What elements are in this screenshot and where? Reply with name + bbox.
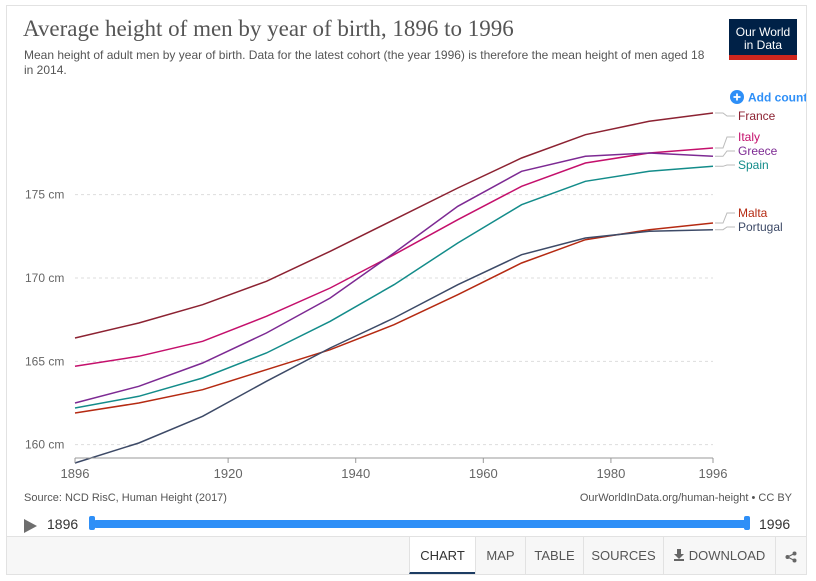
label-connector [715,136,735,149]
tab-sources[interactable]: SOURCES [583,537,663,574]
y-tick-label: 165 cm [25,354,64,368]
timeline-start-year: 1896 [47,516,79,532]
x-tick-label: 1940 [341,466,370,481]
axes: 160 cm 165 cm 170 cm 175 cm 1896 1920 1940 1960… [25,188,727,481]
download-icon [673,549,684,561]
timeline-end-handle[interactable] [744,516,750,530]
series-label-portugal[interactable]: Portugal [738,220,783,234]
series-label-france[interactable]: France [738,109,776,123]
series-line-france[interactable] [74,112,714,339]
credit-note[interactable]: OurWorldInData.org/human-height • CC BY [579,492,792,504]
x-tick-label: 1996 [699,466,728,481]
y-tick-label: 170 cm [25,271,64,285]
logo-line-2: in Data [743,38,783,52]
tab-map-label: MAP [486,548,515,563]
logo-line-1: Our World [735,25,791,39]
y-tick-label: 175 cm [25,188,64,202]
share-icon [785,551,797,563]
timeline: 1896 1996 [7,514,806,536]
tab-sources-label: SOURCES [591,548,656,563]
tab-chart-label: CHART [420,548,465,563]
chart-subtitle: Mean height of adult men by year of birt… [24,48,705,77]
label-connector [715,112,735,117]
tab-bar: CHART MAP TABLE SOURCES DOWNLOAD [7,536,806,574]
add-country-button[interactable]: Add country [730,90,806,105]
grid [75,194,713,446]
series-lines [74,112,714,464]
logo-bar [729,55,797,60]
play-icon[interactable] [24,519,37,533]
timeline-start-handle[interactable] [89,516,95,530]
tab-map[interactable]: MAP [475,537,525,574]
y-tick-label: 160 cm [25,438,64,452]
timeline-end-year: 1996 [759,516,791,532]
series-label-italy[interactable]: Italy [738,130,760,144]
series-line-italy[interactable] [74,147,714,368]
tab-table-label: TABLE [534,548,575,563]
tab-download[interactable]: DOWNLOAD [663,537,775,574]
owid-logo[interactable]: Our World in Data [729,19,797,60]
x-tick-label: 1920 [214,466,243,481]
share-button[interactable] [775,537,806,574]
tab-chart[interactable]: CHART [409,537,475,574]
chart-card: Average height of men by year of birth, … [6,5,807,575]
series-label-malta[interactable]: Malta [738,206,768,220]
series-line-greece[interactable] [74,152,714,404]
label-connector [715,212,735,224]
series-line-portugal[interactable] [74,228,714,464]
label-connector [715,164,735,167]
series-line-spain[interactable] [74,165,714,409]
tab-download-label: DOWNLOAD [688,548,766,563]
series-label-spain[interactable]: Spain [738,158,769,172]
tab-table[interactable]: TABLE [525,537,583,574]
timeline-track[interactable] [92,520,748,528]
x-tick-label: 1896 [61,466,90,481]
x-tick-label: 1980 [596,466,625,481]
label-connector [715,150,735,157]
x-tick-label: 1960 [469,466,498,481]
label-connector [715,226,735,231]
add-country-label: Add country [748,91,806,105]
source-note[interactable]: Source: NCD RisC, Human Height (2017) [24,492,227,504]
chart-title: Average height of men by year of birth, … [23,16,514,41]
series-label-greece[interactable]: Greece [738,144,778,158]
